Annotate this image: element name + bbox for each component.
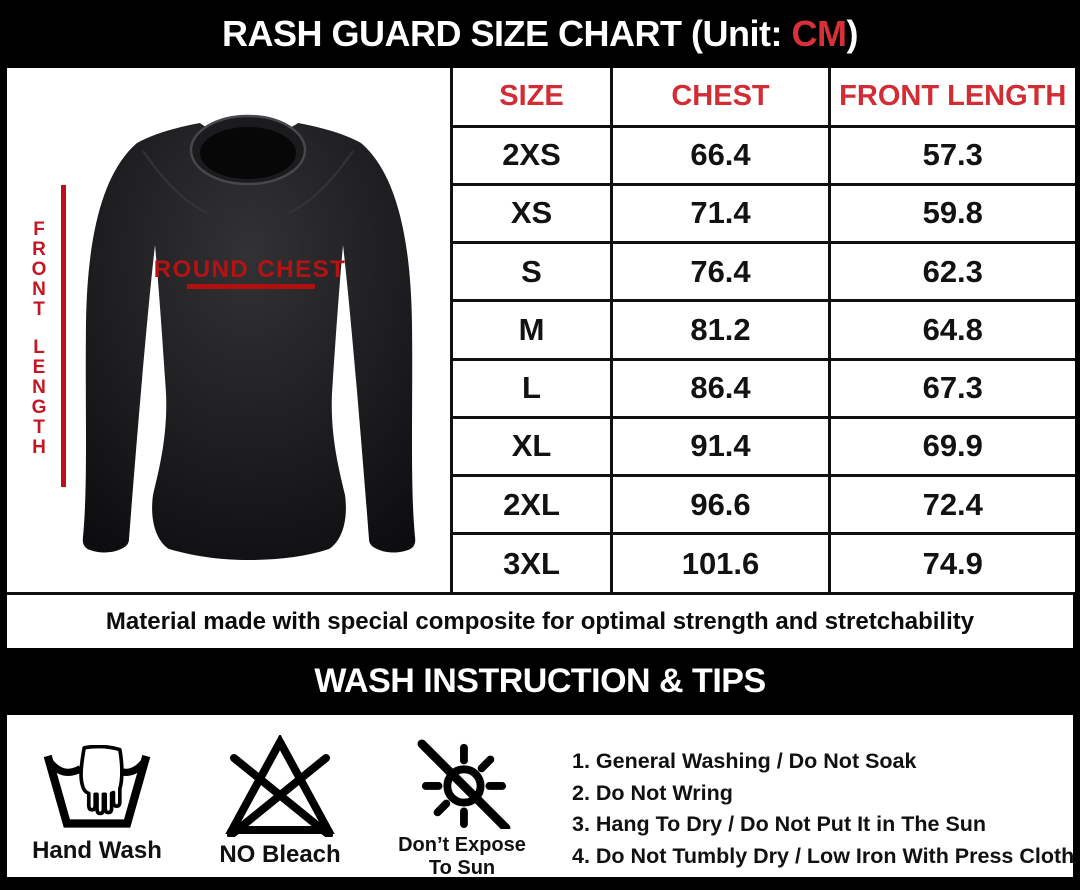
- front-length-label: FRONT LENGTH: [28, 220, 50, 458]
- raglan-seam-right: [288, 150, 354, 214]
- cell-front-length: 67.3: [828, 357, 1075, 419]
- cell-front-length: 64.8: [828, 299, 1075, 361]
- cell-chest: 76.4: [610, 240, 831, 303]
- cell-chest: 71.4: [610, 182, 831, 245]
- no-sun-icon: [417, 739, 511, 829]
- wash-tip: 2. Do Not Wring: [572, 780, 733, 805]
- wash-title-bar: WASH INSTRUCTION & TIPS: [0, 648, 1080, 715]
- wash-tip: 4. Do Not Tumbly Dry / Low Iron With Pre…: [572, 843, 1075, 868]
- col-header-front-length: FRONT LENGTH: [828, 68, 1075, 128]
- cell-size: XL: [450, 415, 613, 478]
- front-length-word: LENGTH: [31, 337, 47, 458]
- wash-title: WASH INSTRUCTION & TIPS: [314, 662, 766, 700]
- no-bleach-label: NO Bleach: [219, 841, 341, 868]
- table-row: 3XL 101.6 74.9: [450, 532, 1075, 592]
- cell-size: S: [450, 240, 613, 303]
- cell-size: 3XL: [450, 532, 613, 592]
- header-bar: RASH GUARD SIZE CHART (Unit: CM): [0, 0, 1080, 68]
- rash-guard-silhouette: [82, 123, 416, 560]
- cell-size: 2XS: [450, 124, 613, 186]
- size-table: SIZE CHEST FRONT LENGTH 2XS 66.4 57.3 XS…: [450, 68, 1075, 592]
- cell-chest: 96.6: [610, 473, 831, 536]
- collar-opening: [200, 127, 296, 179]
- table-row: XS 71.4 59.8: [450, 182, 1075, 245]
- cell-size: XS: [450, 182, 613, 245]
- cell-chest: 101.6: [610, 532, 831, 592]
- cell-chest: 86.4: [610, 357, 831, 419]
- no-bleach-icon: [225, 735, 335, 837]
- cell-front-length: 74.9: [828, 532, 1075, 592]
- wash-tips-list: 1. General Washing / Do Not Soak 2. Do N…: [572, 746, 1075, 872]
- cell-front-length: 72.4: [828, 473, 1075, 536]
- material-note: Material made with special composite for…: [105, 607, 975, 635]
- front-length-word: FRONT: [31, 219, 47, 320]
- no-bleach-group: NO Bleach: [215, 735, 345, 869]
- cell-front-length: 57.3: [828, 124, 1075, 186]
- cell-chest: 91.4: [610, 415, 831, 478]
- page-title: RASH GUARD SIZE CHART (Unit: CM): [222, 13, 858, 55]
- table-header-row: SIZE CHEST FRONT LENGTH: [450, 68, 1075, 128]
- raglan-seam-left: [142, 150, 208, 214]
- hand-wash-group: Hand Wash: [22, 745, 172, 865]
- col-header-chest: CHEST: [610, 68, 831, 128]
- cell-size: 2XL: [450, 473, 613, 536]
- no-sun-group: Don’t Expose To Sun: [392, 739, 532, 880]
- main-panel: FRONT LENGTH ROUND CHEST: [7, 68, 1075, 648]
- page-title-prefix: RASH GUARD SIZE CHART (Unit:: [222, 13, 792, 54]
- cell-size: M: [450, 299, 613, 361]
- round-chest-label: ROUND CHEST: [154, 256, 347, 283]
- col-header-size: SIZE: [450, 68, 613, 128]
- wash-tip: 1. General Washing / Do Not Soak: [572, 749, 917, 773]
- table-row: L 86.4 67.3: [450, 357, 1075, 419]
- rash-guard-image: ROUND CHEST: [82, 114, 416, 560]
- cell-front-length: 59.8: [828, 182, 1075, 245]
- table-row: 2XL 96.6 72.4: [450, 473, 1075, 536]
- no-sun-label: Don’t Expose To Sun: [398, 834, 526, 879]
- table-row: XL 91.4 69.9: [450, 415, 1075, 478]
- cell-front-length: 62.3: [828, 240, 1075, 303]
- hand-wash-icon: [43, 745, 151, 828]
- cell-size: L: [450, 357, 613, 419]
- round-chest-underline: [187, 284, 315, 289]
- unit-highlight: CM: [791, 13, 847, 54]
- hand-wash-label: Hand Wash: [32, 837, 162, 864]
- page-title-suffix: ): [846, 13, 858, 54]
- table-row: 2XS 66.4 57.3: [450, 124, 1075, 186]
- cell-front-length: 69.9: [828, 415, 1075, 478]
- front-length-measure-line: [61, 185, 66, 487]
- wash-panel: Hand Wash NO Bleach: [7, 715, 1075, 880]
- table-bottom-divider: [7, 592, 1073, 595]
- cell-chest: 81.2: [610, 299, 831, 361]
- table-row: M 81.2 64.8: [450, 299, 1075, 361]
- cell-chest: 66.4: [610, 124, 831, 186]
- table-row: S 76.4 62.3: [450, 240, 1075, 303]
- wash-tip: 3. Hang To Dry / Do Not Put It in The Su…: [572, 812, 987, 837]
